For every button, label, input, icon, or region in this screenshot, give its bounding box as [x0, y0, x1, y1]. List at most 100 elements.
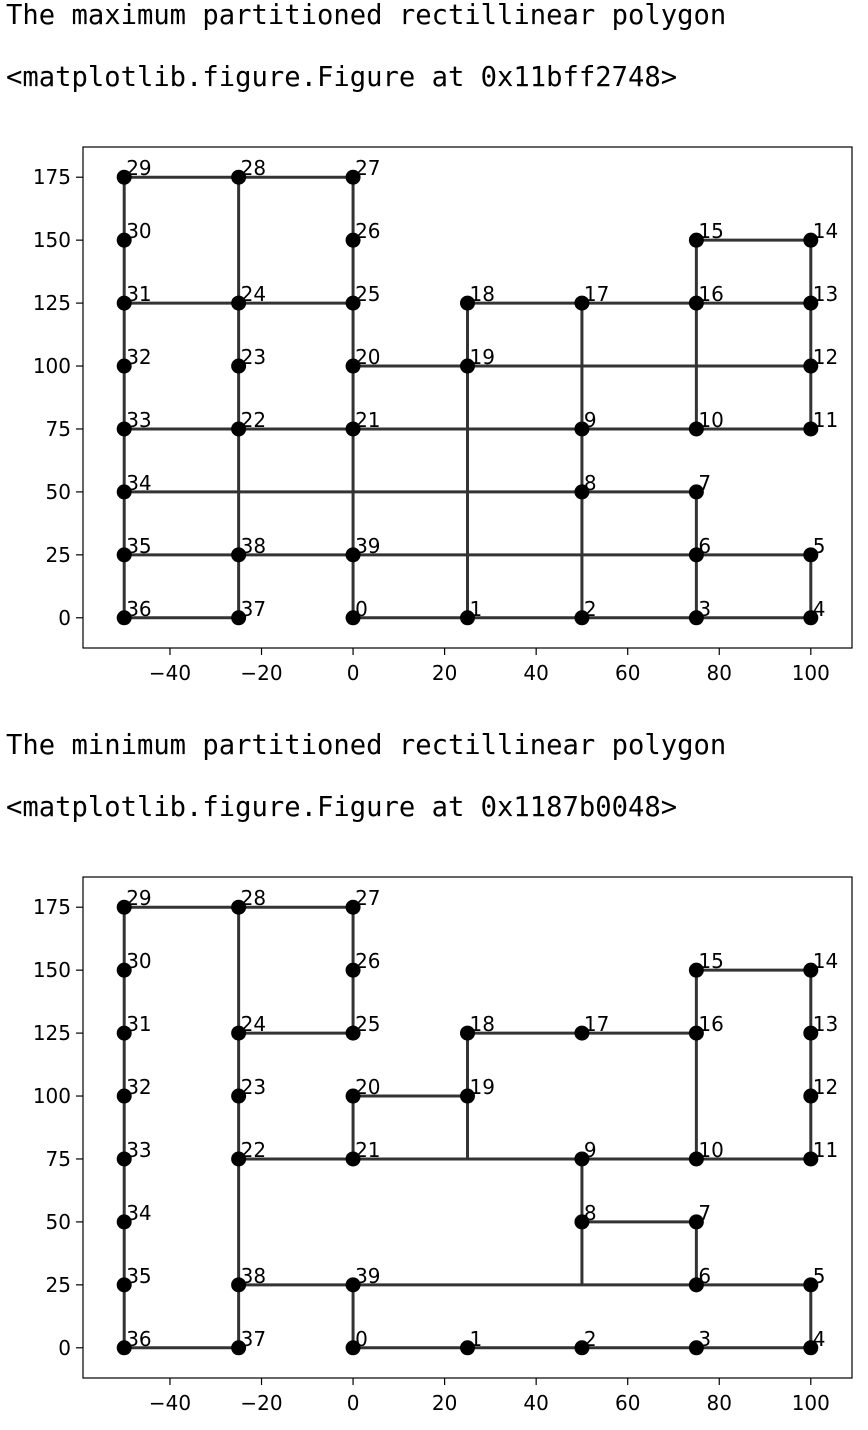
axes-frame [82, 876, 853, 1379]
vertex-point [231, 421, 247, 437]
x-tick-label: 0 [347, 1391, 360, 1415]
vertex-label: 18 [470, 282, 495, 306]
vertex-label: 6 [698, 534, 711, 558]
vertex-point [345, 1340, 361, 1356]
vertex-label: 26 [355, 219, 380, 243]
vertex-point [345, 232, 361, 248]
x-tick-label: −40 [149, 1391, 191, 1415]
vertex-point [116, 1214, 132, 1230]
vertex-label: 16 [698, 282, 723, 306]
vertex-label: 34 [126, 1201, 151, 1225]
vertex-point [345, 1025, 361, 1041]
y-tick-label: 50 [46, 480, 71, 504]
vertex-point [574, 295, 590, 311]
vertex-point [688, 232, 704, 248]
vertex-point [345, 1277, 361, 1293]
vertex-label: 7 [698, 471, 711, 495]
vertex-label: 35 [126, 1264, 151, 1288]
vertex-point [460, 1088, 475, 1104]
vertex-point [574, 610, 590, 626]
vertex-point [116, 962, 132, 978]
vertex-label: 37 [241, 1327, 266, 1351]
vertex-label: 15 [698, 949, 723, 973]
vertex-label: 8 [584, 471, 597, 495]
vertex-label: 28 [241, 886, 266, 910]
vertex-label: 39 [355, 534, 380, 558]
vertex-label: 4 [813, 597, 826, 621]
vertex-label: 25 [355, 282, 380, 306]
vertex-point [231, 1277, 247, 1293]
vertex-label: 33 [126, 408, 151, 432]
vertex-point [803, 1277, 819, 1293]
vertex-label: 23 [241, 345, 266, 369]
vertex-point [460, 610, 475, 626]
y-tick-label: 50 [46, 1210, 71, 1234]
vertex-label: 31 [126, 282, 151, 306]
vertex-label: 21 [355, 1138, 380, 1162]
vertex-label: 5 [813, 1264, 826, 1288]
vertex-label: 4 [813, 1327, 826, 1351]
vertex-label: 19 [470, 345, 495, 369]
vertex-point [803, 232, 819, 248]
vertex-point [688, 1025, 704, 1041]
vertex-label: 32 [126, 345, 151, 369]
vertex-label: 1 [470, 1327, 483, 1351]
vertex-point [574, 1025, 590, 1041]
vertex-point [116, 295, 132, 311]
vertex-point [803, 1151, 819, 1167]
vertex-label: 17 [584, 282, 609, 306]
x-tick-label: 100 [792, 661, 830, 685]
vertex-point [345, 899, 361, 915]
vertex-point [688, 484, 704, 500]
vertex-point [574, 1214, 590, 1230]
vertex-point [460, 295, 475, 311]
vertex-point [688, 962, 704, 978]
vertex-point [116, 899, 132, 915]
y-tick-label: 150 [33, 958, 71, 982]
output-caption-2: The minimum partitioned rectillinear pol… [6, 730, 727, 761]
vertex-label: 5 [813, 534, 826, 558]
vertex-label: 22 [241, 408, 266, 432]
vertex-label: 21 [355, 408, 380, 432]
vertex-label: 34 [126, 471, 151, 495]
vertex-label: 24 [241, 1012, 266, 1036]
vertex-point [460, 1340, 475, 1356]
vertex-point [231, 547, 247, 563]
vertex-label: 23 [241, 1075, 266, 1099]
vertex-label: 32 [126, 1075, 151, 1099]
vertex-label: 8 [584, 1201, 597, 1225]
vertex-label: 30 [126, 219, 151, 243]
y-tick-label: 75 [46, 1147, 71, 1171]
figure-repr-1: <matplotlib.figure.Figure at 0x11bff2748… [6, 62, 678, 93]
x-tick-label: −20 [240, 661, 282, 685]
vertex-label: 15 [698, 219, 723, 243]
vertex-label: 1 [470, 597, 483, 621]
vertex-point [116, 1088, 132, 1104]
vertex-label: 29 [126, 156, 151, 180]
vertex-label: 20 [355, 1075, 380, 1099]
vertex-point [345, 1088, 361, 1104]
y-tick-label: 175 [33, 165, 71, 189]
vertex-point [345, 610, 361, 626]
vertex-point [803, 295, 819, 311]
vertex-point [574, 1151, 590, 1167]
x-tick-label: 20 [432, 661, 457, 685]
x-tick-label: 60 [615, 1391, 640, 1415]
vertex-label: 35 [126, 534, 151, 558]
vertex-point [116, 421, 132, 437]
y-tick-label: 100 [33, 354, 71, 378]
vertex-point [803, 1088, 819, 1104]
vertex-label: 10 [698, 1138, 723, 1162]
vertex-point [345, 295, 361, 311]
vertex-point [345, 421, 361, 437]
vertex-point [803, 1340, 819, 1356]
vertex-label: 19 [470, 1075, 495, 1099]
vertex-point [803, 421, 819, 437]
vertex-label: 28 [241, 156, 266, 180]
figure-repr-2: <matplotlib.figure.Figure at 0x1187b0048… [6, 792, 678, 823]
x-tick-label: 80 [707, 661, 732, 685]
vertex-label: 3 [698, 597, 711, 621]
vertex-label: 13 [813, 282, 838, 306]
vertex-point [688, 421, 704, 437]
